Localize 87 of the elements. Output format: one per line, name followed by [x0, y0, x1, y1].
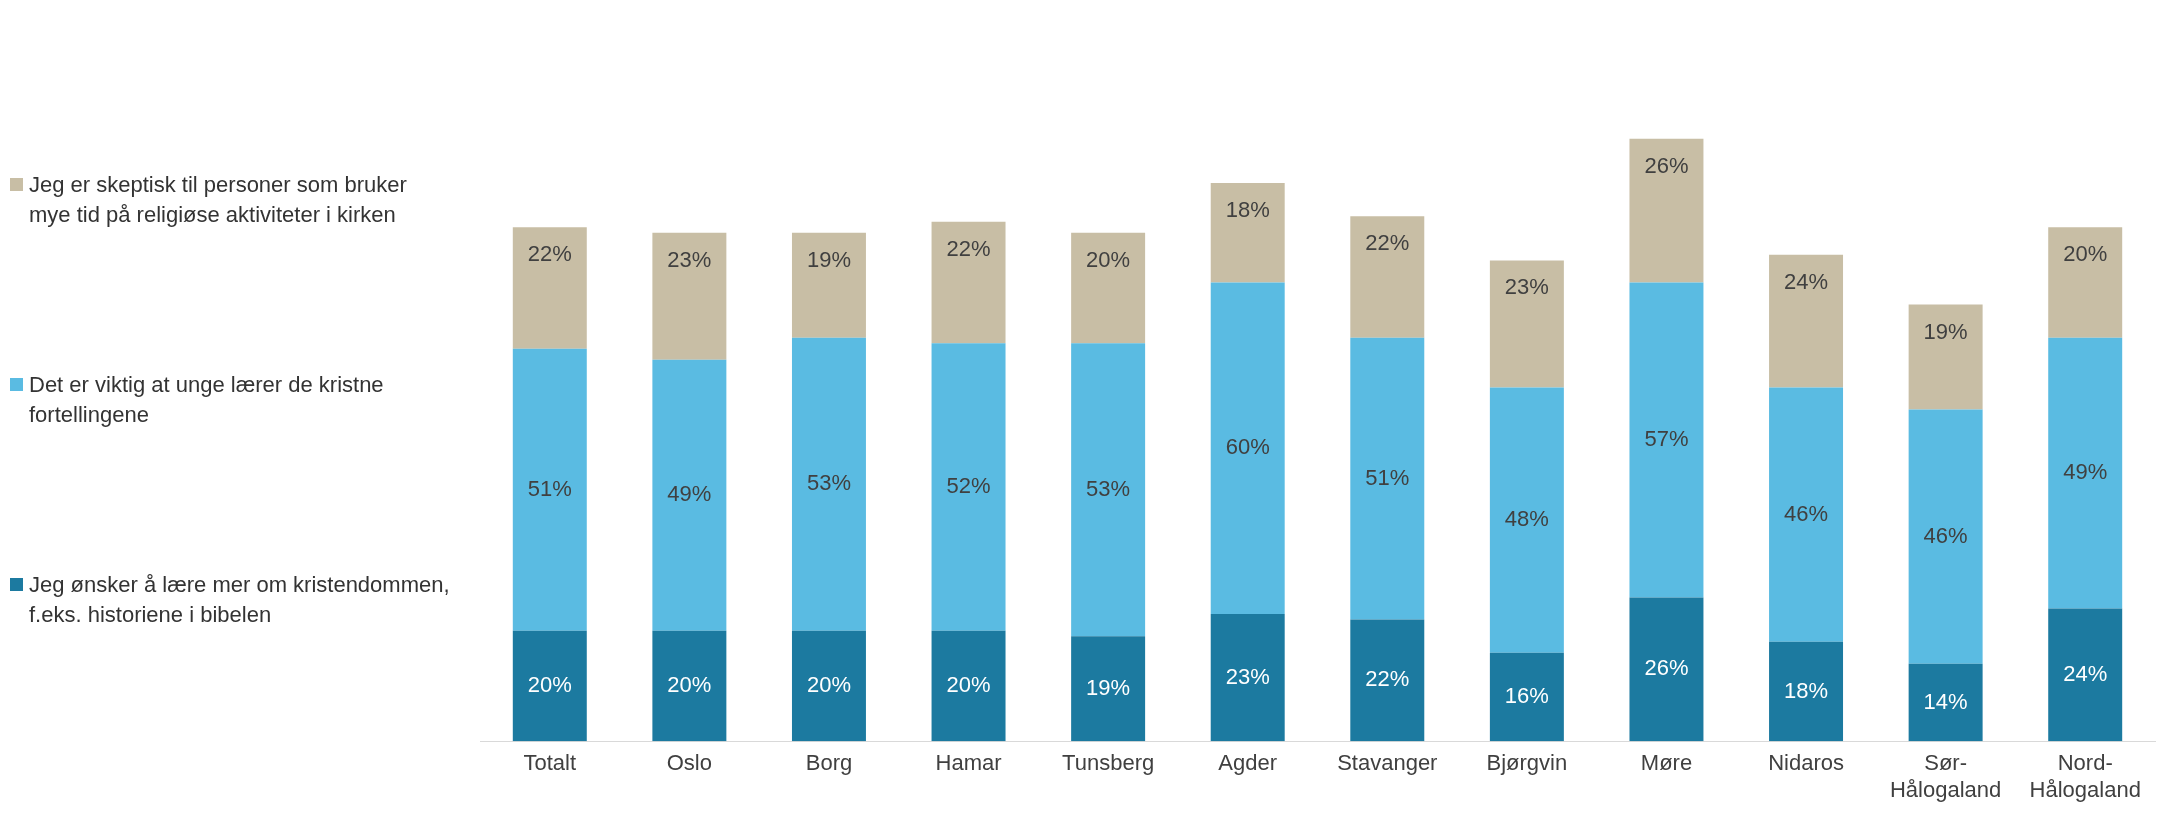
bar — [1210, 614, 1285, 742]
bar — [1071, 232, 1146, 344]
bar — [931, 221, 1006, 344]
x-tick-label: Tunsberg — [1062, 750, 1155, 776]
data-label: 20% — [946, 672, 991, 697]
data-label: 60% — [1225, 434, 1270, 460]
legend-label: Det er viktig at unge lærer de kristne fortellingene — [29, 371, 385, 429]
x-tick-label: Agder — [1218, 750, 1278, 776]
data-label: 22% — [1365, 230, 1410, 256]
data-label: 22% — [1365, 666, 1410, 692]
data-label: 52% — [946, 473, 991, 499]
data-label: 23% — [1225, 663, 1270, 689]
bar — [2048, 608, 2123, 742]
bar — [512, 630, 587, 742]
bar — [1489, 260, 1564, 388]
bar — [652, 232, 727, 360]
data-label: 46% — [1923, 522, 1968, 548]
bar — [1769, 254, 1844, 388]
data-label: 19% — [1923, 318, 1968, 344]
data-label: 20% — [2063, 241, 2108, 267]
x-tick-label: Møre — [1640, 750, 1693, 776]
bar — [512, 348, 587, 631]
data-label: 20% — [806, 672, 851, 697]
bar — [1071, 343, 1146, 637]
data-label: 18% — [1225, 197, 1270, 223]
x-tick-label: Borg — [805, 750, 853, 776]
x-tick-label: Nidaros — [1768, 750, 1844, 776]
data-label: 16% — [1504, 683, 1549, 709]
bar — [791, 337, 866, 631]
bar — [1629, 282, 1704, 598]
bar — [1629, 597, 1704, 742]
data-label: 49% — [2063, 459, 2108, 485]
data-label: 49% — [667, 481, 712, 507]
data-label: 46% — [1784, 500, 1829, 526]
data-label: 23% — [1504, 274, 1549, 300]
data-label: 26% — [1644, 655, 1689, 681]
data-label: 20% — [667, 672, 712, 697]
bar — [1071, 636, 1146, 742]
data-label: 26% — [1644, 152, 1689, 178]
data-label: 51% — [1365, 464, 1410, 490]
data-label: 51% — [527, 475, 572, 501]
data-label: 24% — [2063, 660, 2108, 686]
x-tick-label: Bjørgvin — [1486, 750, 1568, 776]
data-label: 53% — [1086, 475, 1131, 501]
bar — [1629, 138, 1704, 283]
bar — [1350, 619, 1425, 742]
bar — [1908, 409, 1983, 664]
data-label: 18% — [1784, 677, 1829, 703]
bar — [2048, 227, 2123, 338]
bar — [1350, 216, 1425, 338]
x-tick-label: Hamar — [935, 750, 1002, 776]
data-label: 22% — [946, 235, 991, 261]
bar — [1769, 641, 1844, 742]
data-label: 14% — [1923, 688, 1968, 714]
data-label: 22% — [527, 241, 572, 267]
bar — [1489, 387, 1564, 653]
bar — [931, 343, 1006, 631]
data-label: 19% — [806, 246, 851, 272]
data-label: 23% — [667, 246, 712, 272]
bar — [652, 359, 727, 631]
bar — [791, 630, 866, 742]
data-label: 19% — [1086, 674, 1131, 700]
x-tick-label: Stavanger — [1337, 750, 1438, 776]
bar — [1350, 337, 1425, 620]
bar — [1908, 304, 1983, 410]
bar — [512, 227, 587, 349]
bar — [652, 630, 727, 742]
bar — [1489, 652, 1564, 742]
data-label: 20% — [527, 672, 572, 697]
data-label: 57% — [1644, 426, 1689, 452]
bar — [1210, 282, 1285, 615]
bar — [931, 630, 1006, 742]
legend-label: Jeg er skeptisk til personer som bruker mye tid på religiøse aktiviteter i kirken — [29, 171, 408, 229]
data-label: 20% — [1086, 246, 1131, 272]
bar — [1908, 663, 1983, 742]
data-label: 24% — [1784, 268, 1829, 294]
bar — [1769, 387, 1844, 642]
bar — [791, 232, 866, 338]
legend-label: Jeg ønsker å lære mer om kristendommen, f.eks. historiene i bibelen — [29, 571, 450, 629]
data-label: 48% — [1504, 506, 1549, 532]
x-tick-label: Sør-Hålogaland — [1889, 750, 2002, 802]
x-tick-label: Oslo — [666, 750, 712, 776]
data-label: 53% — [806, 470, 851, 496]
x-tick-label: Nord-Hålogaland — [2029, 750, 2141, 802]
x-tick-label: Totalt — [523, 750, 577, 776]
bar — [1210, 183, 1285, 283]
bar — [2048, 337, 2123, 609]
